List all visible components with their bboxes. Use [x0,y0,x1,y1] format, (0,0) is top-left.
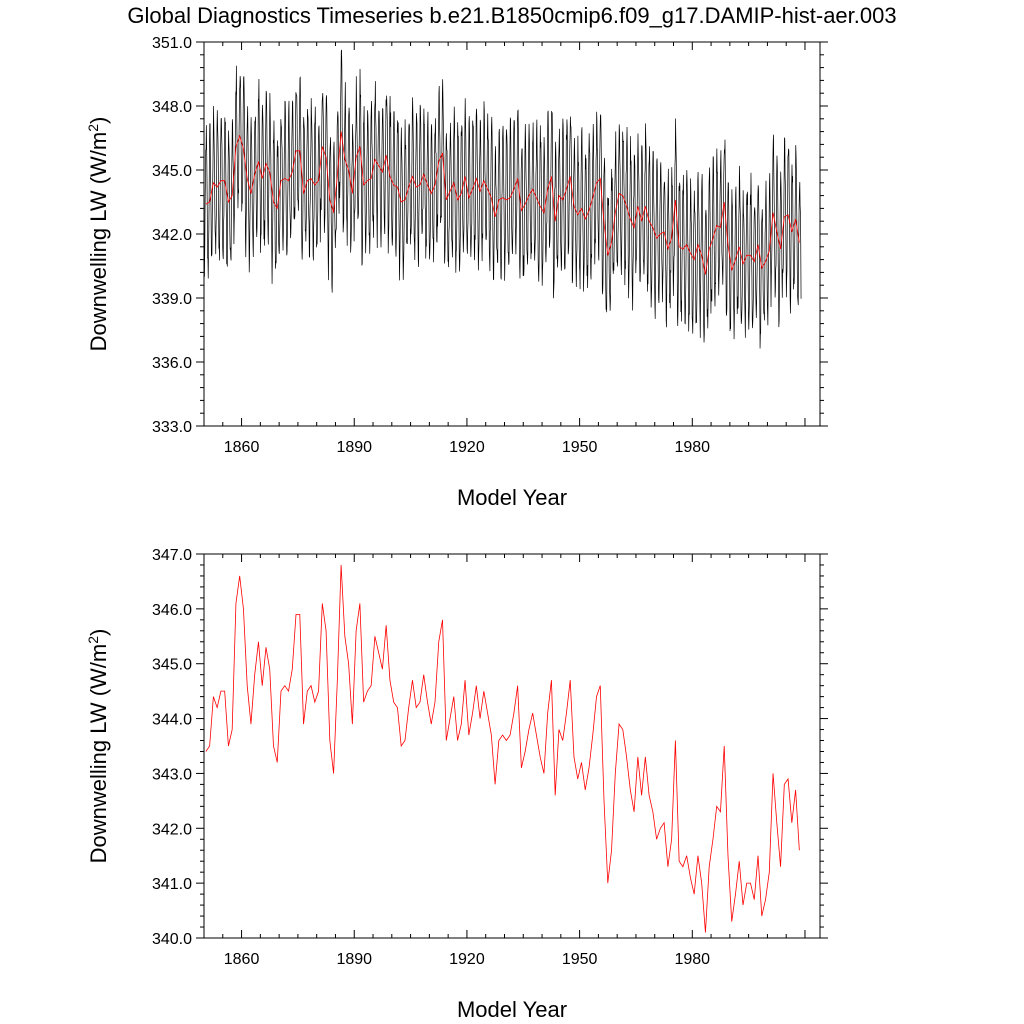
y-tick-label: 333.0 [152,419,192,436]
x-tick-label: 1980 [674,439,710,456]
y-tick-label: 341.0 [152,876,192,893]
annual-mean-series-line [205,564,800,933]
y-tick-label: 348.0 [152,99,192,116]
y-tick-label: 340.0 [152,931,192,948]
bottom-y-axis-label: Downwelling LW (W/m2) [85,629,111,864]
top-axis-ticks: 1860 1890 1920 1950 1980 333.0 336.0 339.0 342.0… [152,35,828,456]
top-y-axis-label: Downwelling LW (W/m2) [85,117,111,352]
top-plot-series [204,49,802,349]
x-tick-label: 1950 [562,439,598,456]
bottom-plot-series [205,564,800,933]
x-tick-label: 1890 [336,439,372,456]
x-tick-label: 1860 [224,951,260,968]
y-tick-label: 344.0 [152,712,192,729]
y-tick-label: 343.0 [152,766,192,783]
x-tick-label: 1890 [336,951,372,968]
y-tick-label: 336.0 [152,355,192,372]
bottom-x-axis-label: Model Year [457,997,567,1022]
y-tick-label: 339.0 [152,291,192,308]
y-tick-label: 345.0 [152,657,192,674]
x-tick-label: 1920 [449,951,485,968]
top-panel: 1860 1890 1920 1950 1980 333.0 336.0 339.0 342.0… [85,35,828,510]
bottom-panel: 1860 1890 1920 1950 1980 340.0 341.0 342.0 343.0… [85,547,828,1022]
annual-mean-series-line [205,131,800,275]
y-tick-label: 351.0 [152,35,192,52]
x-tick-label: 1980 [674,951,710,968]
y-tick-label: 345.0 [152,163,192,180]
y-tick-label: 342.0 [152,227,192,244]
top-x-axis-label: Model Year [457,485,567,510]
x-tick-label: 1950 [562,951,598,968]
figure-title: Global Diagnostics Timeseries b.e21.B185… [127,3,896,28]
y-tick-label: 342.0 [152,821,192,838]
y-tick-label: 347.0 [152,547,192,564]
bottom-plot-frame [203,553,821,939]
x-tick-label: 1920 [449,439,485,456]
monthly-series-line [204,49,802,349]
bottom-axis-ticks: 1860 1890 1920 1950 1980 340.0 341.0 342.0 343.0… [152,547,828,968]
y-tick-label: 346.0 [152,602,192,619]
x-tick-label: 1860 [224,439,260,456]
